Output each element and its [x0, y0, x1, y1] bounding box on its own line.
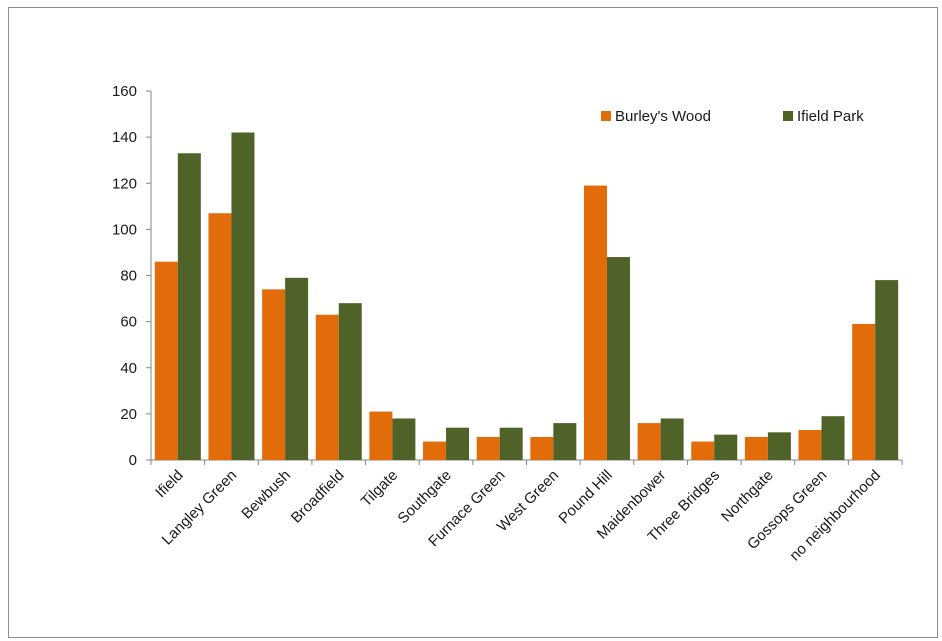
- bar-ifield-park: [499, 427, 523, 460]
- bar-burleys-wood: [208, 213, 232, 460]
- y-tick-label: 60: [120, 314, 137, 331]
- bar-ifield-park: [338, 303, 362, 460]
- y-tick-label: 120: [112, 175, 137, 192]
- bar-burleys-wood: [315, 314, 339, 460]
- legend-label: Ifield Park: [797, 108, 864, 125]
- bar-ifield-park: [392, 418, 416, 460]
- bars: [154, 132, 899, 461]
- x-tick-label: no neighbourhood: [786, 467, 884, 565]
- y-tick-label: 140: [112, 129, 137, 146]
- y-tick-label: 80: [120, 268, 137, 285]
- bar-ifield-park: [767, 432, 791, 460]
- bar-ifield-park: [875, 280, 899, 460]
- bar-ifield-park: [714, 434, 738, 460]
- legend-swatch: [783, 111, 793, 121]
- y-tick-label: 100: [112, 221, 137, 238]
- legend-label: Burley's Wood: [615, 108, 711, 125]
- legend-swatch: [601, 111, 611, 121]
- bar-burleys-wood: [798, 430, 822, 460]
- bar-ifield-park: [821, 416, 845, 460]
- y-tick-label: 40: [120, 360, 137, 377]
- legend: Burley's Wood Ifield Park: [601, 108, 864, 125]
- bar-ifield-park: [553, 423, 577, 460]
- x-tick-label: Broadfield: [288, 467, 348, 527]
- bar-ifield-park: [177, 153, 201, 461]
- x-tick-label: Ifield: [152, 467, 186, 501]
- bar-ifield-park: [660, 418, 684, 460]
- bar-burleys-wood: [691, 441, 715, 460]
- y-tick-label: 0: [129, 452, 137, 469]
- bar-burleys-wood: [852, 323, 876, 460]
- bar-burleys-wood: [262, 289, 286, 460]
- bar-ifield-park: [606, 257, 630, 460]
- bar-burleys-wood: [154, 261, 178, 460]
- bar-burleys-wood: [583, 185, 607, 460]
- bar-burleys-wood: [744, 436, 768, 460]
- x-tick-label: Tilgate: [358, 467, 401, 510]
- bar-ifield-park: [446, 427, 470, 460]
- x-tick-label: Bewbush: [238, 467, 294, 523]
- y-axis: 0 20 40 60 80 100 120 140 160: [112, 83, 152, 469]
- y-tick-label: 20: [120, 406, 137, 423]
- bar-burleys-wood: [637, 423, 661, 460]
- bar-ifield-park: [231, 132, 255, 460]
- bar-ifield-park: [285, 277, 309, 460]
- bar-burleys-wood: [530, 436, 554, 460]
- bar-burleys-wood: [369, 411, 393, 460]
- y-tick-label: 160: [112, 83, 137, 100]
- bar-burleys-wood: [423, 441, 447, 460]
- bar-burleys-wood: [476, 436, 500, 460]
